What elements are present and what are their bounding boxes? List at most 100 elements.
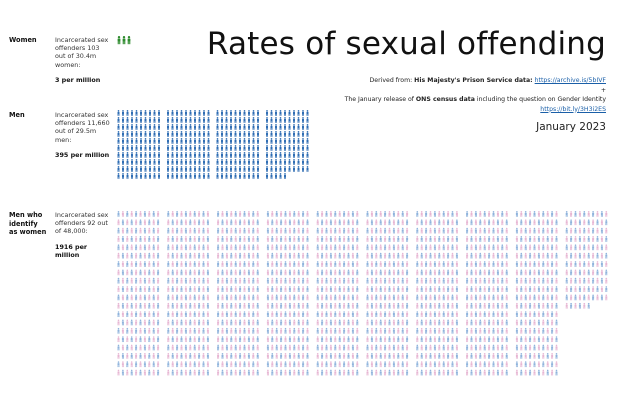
trans-figure [524, 236, 527, 242]
trans-figure [416, 244, 419, 251]
trans-figure [442, 352, 445, 359]
men-figure [270, 145, 273, 151]
trans-figure [574, 211, 577, 217]
trans-figure [243, 361, 246, 368]
trans-figure [239, 327, 242, 334]
trans-figure [501, 236, 504, 242]
trans-figure [288, 244, 291, 251]
men-figure [230, 152, 232, 158]
trans-figure [356, 344, 359, 351]
trans-figure [284, 344, 287, 351]
trans-figure [247, 327, 250, 334]
trans-figure [334, 311, 337, 317]
trans-figure [180, 311, 183, 317]
trans-figure [496, 369, 499, 376]
trans-figure [193, 252, 196, 259]
trans-figure [275, 352, 278, 359]
trans-figure [379, 277, 382, 284]
trans-figure [184, 319, 187, 326]
trans-figure [225, 261, 228, 267]
trans-figure [546, 269, 549, 276]
trans-figure [496, 236, 499, 242]
trans-figure [280, 352, 283, 359]
trans-figure [230, 286, 233, 292]
trans-figure [397, 286, 400, 292]
trans-figure [356, 361, 359, 368]
trans-figure [451, 369, 454, 376]
source-link-1[interactable]: https://archive.is/5bIVF [535, 77, 606, 84]
trans-figure [470, 344, 473, 351]
trans-figure [176, 319, 179, 326]
trans-figure [520, 211, 523, 217]
trans-figure [520, 261, 523, 267]
men-figure [185, 173, 187, 179]
trans-figure [239, 286, 242, 292]
trans-figure [470, 319, 473, 326]
trans-figure [139, 369, 142, 376]
trans-figure [366, 244, 369, 251]
trans-figure [288, 252, 291, 259]
trans-figure [198, 244, 201, 251]
trans-figure [280, 277, 283, 284]
trans-figure [433, 319, 436, 326]
trans-figure [370, 236, 373, 242]
trans-figure [551, 352, 554, 359]
trans-figure [234, 261, 237, 267]
trans-figure [135, 361, 138, 368]
trans-figure [416, 236, 419, 242]
trans-figure [126, 311, 129, 317]
men-figure [243, 145, 246, 151]
trans-figure [420, 252, 423, 259]
trans-figure [501, 277, 504, 284]
trans-figure [496, 211, 499, 217]
trans-figure [375, 219, 378, 226]
trans-figure [429, 286, 432, 292]
trans-figure [379, 244, 382, 251]
trans-figure [470, 294, 473, 301]
trans-figure [570, 227, 573, 234]
trans-figure [351, 327, 354, 334]
trans-figure [239, 311, 242, 317]
trans-figure [351, 302, 354, 309]
trans-figure [474, 327, 477, 334]
men-figures [117, 110, 309, 179]
trans-figure [275, 294, 278, 301]
trans-figure [388, 244, 391, 251]
men-figure [158, 117, 160, 123]
trans-figure [343, 369, 346, 376]
trans-figure [537, 227, 540, 234]
trans-figure [451, 277, 454, 284]
trans-figure [442, 277, 445, 284]
men-figure [279, 117, 282, 123]
trans-figure [135, 336, 138, 343]
men-figure [135, 110, 138, 116]
trans-figure [117, 361, 120, 368]
trans-figure [501, 244, 504, 251]
trans-figure [225, 236, 228, 242]
trans-figure [533, 369, 536, 376]
trans-figure [198, 344, 201, 351]
men-figure [306, 152, 309, 158]
trans-figure [157, 277, 160, 284]
trans-figure [406, 369, 409, 376]
trans-figure [297, 369, 300, 376]
men-figure [302, 117, 304, 123]
trans-figure [366, 286, 369, 292]
trans-figure [546, 261, 549, 267]
trans-figure [325, 236, 328, 242]
trans-figure [442, 286, 445, 292]
trans-figure [189, 252, 192, 259]
trans-figure [392, 261, 395, 267]
trans-figure [252, 336, 255, 343]
men-figure [306, 110, 309, 116]
trans-figure [256, 352, 259, 359]
trans-figure [466, 277, 469, 284]
trans-figure [592, 294, 595, 301]
trans-figure [479, 369, 482, 376]
trans-figure [488, 236, 491, 242]
trans-figure [306, 352, 309, 359]
source-link-2[interactable]: https://bit.ly/3H3i2ES [540, 106, 606, 113]
trans-figure [565, 227, 568, 234]
trans-figure [416, 261, 419, 267]
trans-figure [356, 369, 359, 376]
